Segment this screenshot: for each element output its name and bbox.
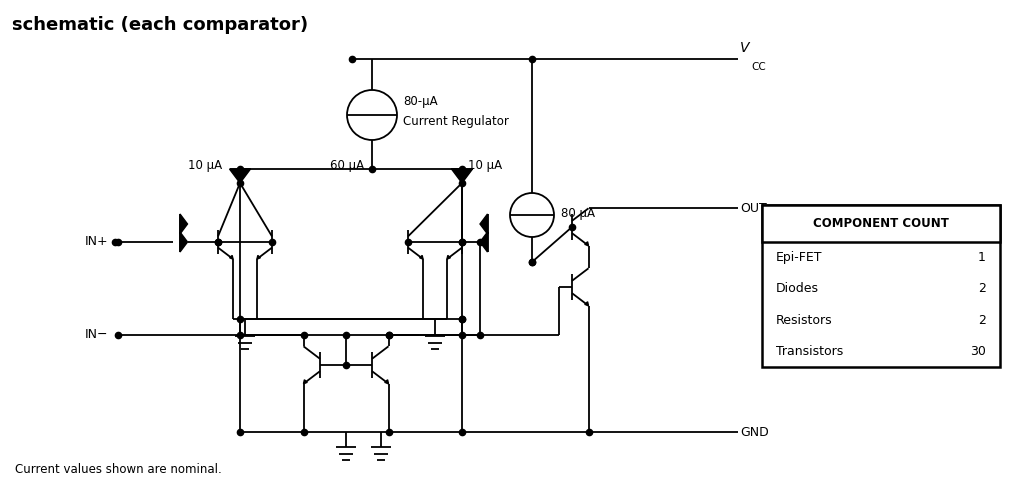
- Polygon shape: [230, 256, 233, 259]
- Text: 2: 2: [978, 314, 986, 327]
- Text: Current values shown are nominal.: Current values shown are nominal.: [15, 463, 222, 476]
- Text: 30: 30: [970, 345, 986, 358]
- Polygon shape: [384, 380, 388, 384]
- Polygon shape: [180, 232, 187, 252]
- Text: 10 μA: 10 μA: [188, 160, 222, 172]
- Text: GND: GND: [740, 426, 769, 438]
- Text: OUT: OUT: [740, 202, 767, 215]
- Text: COMPONENT COUNT: COMPONENT COUNT: [813, 217, 949, 230]
- Text: 2: 2: [978, 282, 986, 296]
- Text: CC: CC: [751, 62, 766, 72]
- Polygon shape: [585, 242, 589, 246]
- Text: Epi-FET: Epi-FET: [776, 251, 823, 264]
- Text: 80-μA: 80-μA: [403, 95, 437, 108]
- Polygon shape: [480, 214, 487, 234]
- Text: 80 μA: 80 μA: [561, 206, 595, 220]
- Text: 1: 1: [978, 251, 986, 264]
- Text: 10 μA: 10 μA: [468, 160, 502, 172]
- Polygon shape: [257, 256, 260, 259]
- Text: Current Regulator: Current Regulator: [403, 115, 508, 128]
- Text: IN−: IN−: [84, 329, 108, 341]
- Polygon shape: [420, 256, 423, 259]
- Polygon shape: [303, 380, 307, 384]
- Polygon shape: [585, 302, 589, 306]
- Polygon shape: [447, 256, 451, 259]
- Text: IN+: IN+: [84, 236, 108, 248]
- Bar: [762, 205, 1000, 242]
- Polygon shape: [180, 214, 187, 234]
- Bar: [762, 205, 1000, 367]
- Polygon shape: [480, 232, 487, 252]
- Text: Resistors: Resistors: [776, 314, 833, 327]
- Polygon shape: [230, 169, 250, 183]
- Text: 60 μA: 60 μA: [330, 160, 364, 172]
- Text: schematic (each comparator): schematic (each comparator): [12, 16, 308, 34]
- Text: Diodes: Diodes: [776, 282, 819, 296]
- Text: V: V: [740, 41, 750, 55]
- Text: Transistors: Transistors: [776, 345, 843, 358]
- Polygon shape: [452, 169, 473, 183]
